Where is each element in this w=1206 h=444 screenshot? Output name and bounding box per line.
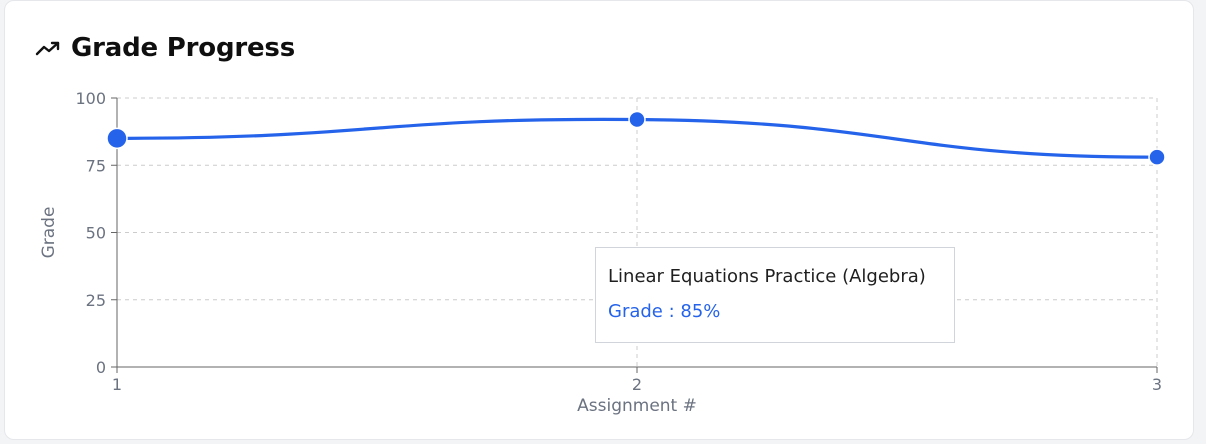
x-tick-label-2: 2 bbox=[632, 375, 642, 394]
tooltip-title: Linear Equations Practice (Algebra) bbox=[608, 266, 926, 287]
y-tick-label-25: 25 bbox=[86, 291, 106, 310]
data-point-1 bbox=[106, 127, 128, 150]
y-tick-label-50: 50 bbox=[86, 224, 106, 243]
x-axis-label: Assignment # bbox=[577, 396, 697, 416]
data-point-2 bbox=[628, 110, 646, 129]
card-title: Grade Progress bbox=[71, 33, 295, 63]
x-tick-label-3: 3 bbox=[1152, 375, 1162, 394]
data-point-3 bbox=[1148, 148, 1166, 166]
y-tick-label-0: 0 bbox=[96, 358, 106, 377]
tooltip-value: Grade : 85% bbox=[608, 301, 721, 322]
chart-tooltip: Linear Equations Practice (Algebra) Grad… bbox=[595, 247, 955, 343]
chart-series bbox=[106, 110, 1166, 166]
y-tick-label-100: 100 bbox=[75, 89, 106, 108]
y-tick-label-75: 75 bbox=[86, 156, 106, 175]
trending-up-icon bbox=[35, 38, 61, 58]
chart-ticks: 0 25 50 75 100 1 2 3 bbox=[75, 89, 1162, 394]
x-tick-label-1: 1 bbox=[112, 375, 122, 394]
card-header: Grade Progress bbox=[35, 28, 295, 68]
y-axis-label: Grade bbox=[39, 207, 59, 259]
